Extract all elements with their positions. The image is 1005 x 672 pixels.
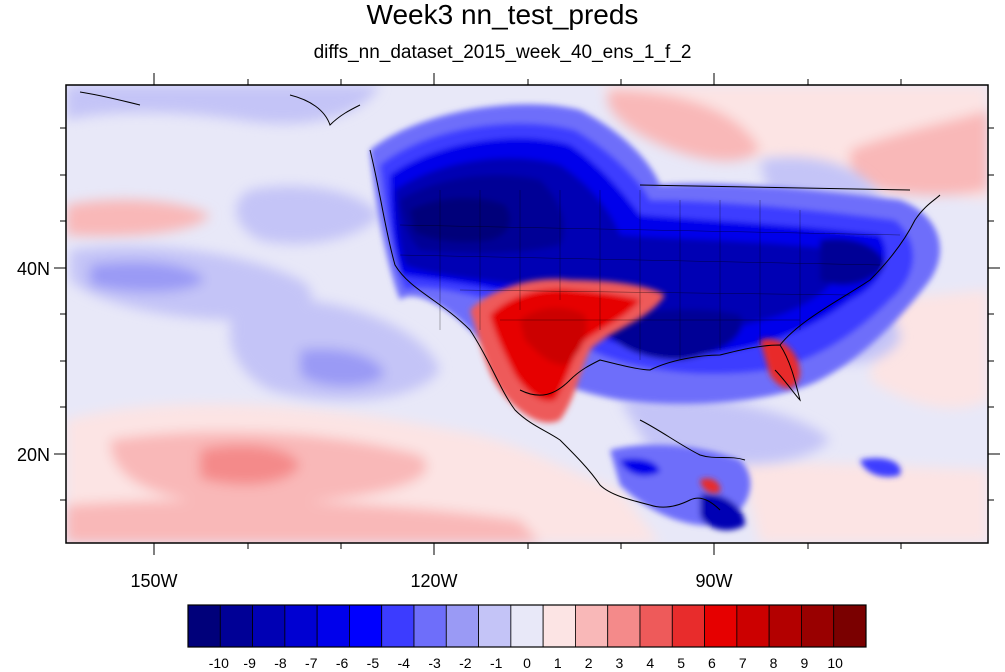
colorbar-swatch [316,604,350,648]
colorbar-tick-label: -8 [274,655,287,671]
colorbar-swatch [445,604,479,648]
colorbar-tick-label: 5 [677,655,685,671]
colorbar-tick-label: 10 [827,655,843,671]
coastlines [79,91,941,511]
anomaly-field [66,85,988,543]
colorbar-border [187,604,867,648]
colorbar-tick-label: -4 [398,655,411,671]
colorbar-tick-label: -9 [243,655,256,671]
colorbar-tick-label: 7 [739,655,747,671]
colorbar-tick-label: -5 [367,655,380,671]
southwest-hot-spot [470,279,800,494]
lon-label-90w: 90W [695,571,732,591]
colorbar-swatch [671,604,705,648]
colorbar-swatch [704,604,738,648]
colorbar-swatch [284,604,318,648]
colorbar-swatch [801,604,835,648]
colorbar-swatch [349,604,383,648]
colorbar-tick-label: -1 [490,655,503,671]
map-subtitle: diffs_nn_dataset_2015_week_40_ens_1_f_2 [313,42,692,63]
colorbar-tick-label: 0 [523,655,531,671]
colorbar-swatch [607,604,641,648]
colorbar-swatch [575,604,609,648]
colorbar-tick-label: -2 [459,655,472,671]
colorbar-swatch [736,604,770,648]
colorbar-swatch [510,604,544,648]
colorbar-tick-label: 3 [616,655,624,671]
colorbar-swatch [187,604,221,648]
colorbar-swatch [639,604,673,648]
colorbar-swatch [768,604,802,648]
colorbar-tick-label: 8 [770,655,778,671]
colorbar-tick-label: -6 [336,655,349,671]
map-title: Week3 nn_test_preds [366,0,639,30]
positive-anomaly-regions [66,85,988,543]
lon-label-120w: 120W [410,571,457,591]
colorbar-swatch [542,604,576,648]
colorbar-tick-label: 1 [554,655,562,671]
colorbar-swatch [833,604,867,648]
colorbar-swatch [478,604,512,648]
state-borders [399,190,901,360]
colorbar-tick-label: 9 [800,655,808,671]
axis-ticks [54,73,1000,555]
colorbar [187,604,867,648]
colorbar-tick-label: 2 [585,655,593,671]
colorbar-swatch [252,604,286,648]
colorbar-swatch [381,604,415,648]
colorbar-labels: -10 -9 -8 -7 -6 -5 -4 -3 -2 -1 0 1 2 3 4 5 6 7 8 9 10 [209,655,843,671]
colorbar-swatch [413,604,447,648]
lat-label-40n: 40N [17,259,50,279]
lon-label-150w: 150W [130,571,177,591]
colorbar-tick-label: -7 [305,655,318,671]
lat-label-20n: 20N [17,445,50,465]
colorbar-tick-label: -10 [209,655,229,671]
colorbar-tick-label: -3 [428,655,441,671]
colorbar-tick-label: 4 [646,655,654,671]
colorbar-swatch [219,604,253,648]
colorbar-tick-label: 6 [708,655,716,671]
